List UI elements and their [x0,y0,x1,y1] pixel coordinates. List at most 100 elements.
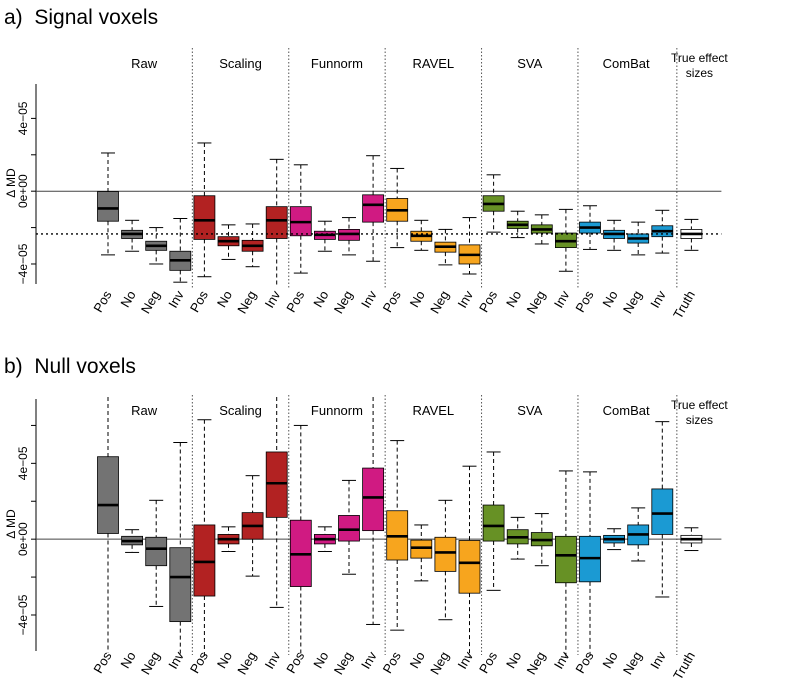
box-scaling-neg: Neg [234,475,264,677]
x-tick-label: Pos [90,288,114,315]
box-sva-neg: Neg [523,214,553,316]
box-combat-neg: Neg [620,507,650,677]
y-tick-label: 4e−05 [16,446,30,480]
box-ravel-no: No [407,524,433,671]
x-tick-label: Pos [187,649,211,676]
box-iqr [169,547,192,623]
box-iqr [97,191,119,222]
x-tick-label: No [117,649,138,671]
box-scaling-pos: Pos [187,419,216,676]
x-tick-label: No [599,288,620,310]
x-tick-label: Inv [551,288,573,311]
y-axis-label: Δ MD [4,509,18,539]
truth-label-line1: True effect [671,398,728,412]
x-tick-label: Neg [138,649,163,677]
box-combat-inv: Inv [647,421,674,672]
box-iqr [97,456,119,534]
x-tick-label: Inv [165,649,187,672]
box-iqr [193,195,216,240]
box-raw-pos: Pos [90,397,119,676]
x-tick-label: Pos [572,649,596,676]
y-axis: 4e−05 0e+00 −4e−05 Δ MD [4,399,37,651]
x-tick-label: Inv [262,649,284,672]
null-voxels-chart: 4e−05 0e+00 −4e−05 Δ MD Raw Scaling Funnorm RAV… [4,395,728,682]
x-tick-label: Neg [427,288,452,316]
group-label-ravel: RAVEL [413,56,455,71]
panel-a-title: a) Signal voxels [4,6,158,30]
x-tick-label: No [407,649,428,671]
panel-b-title: b) Null voxels [4,355,136,379]
x-tick-label: Inv [647,649,669,672]
x-tick-label: Neg [234,288,259,316]
box-iqr [362,194,385,223]
box-scaling-inv: Inv [262,158,288,311]
group-label-funnorm: Funnorm [311,403,363,418]
group-label-combat: ComBat [603,56,650,71]
box-funnorm-no: No [310,220,336,310]
x-tick-label: Pos [380,288,404,315]
box-funnorm-inv: Inv [358,397,385,672]
x-tick-label: Neg [138,288,163,316]
box-sva-inv: Inv [551,208,577,311]
x-tick-label: Neg [620,649,645,677]
box-iqr [458,540,481,594]
box-combat-no: No [599,528,625,671]
box-combat-pos: Pos [572,205,601,315]
box-truth-truth: Truth [670,527,703,682]
box-iqr [434,536,457,572]
truth-label-line1: True effect [671,51,728,65]
box-iqr [482,504,505,542]
box-iqr [362,467,385,532]
x-tick-label: Pos [476,649,500,676]
x-tick-label: Pos [380,649,404,676]
box-ravel-no: No [407,219,433,310]
box-raw-neg: Neg [138,227,168,316]
box-iqr [265,206,288,239]
box-raw-no: No [117,529,143,671]
x-tick-label: Pos [476,288,500,315]
box-combat-inv: Inv [647,209,674,311]
x-tick-label: Pos [283,288,307,315]
y-tick-label: −4e−05 [16,243,30,284]
x-tick-label: Pos [283,649,307,676]
box-ravel-pos: Pos [380,167,409,315]
x-tick-label: Inv [647,288,669,311]
x-tick-label: Neg [331,649,356,677]
x-tick-label: No [310,288,331,310]
x-tick-label: No [310,649,331,671]
group-label-ravel: RAVEL [413,403,455,418]
x-tick-label: No [503,649,524,671]
x-tick-label: No [503,288,524,310]
group-label-scaling: Scaling [219,56,262,71]
box-scaling-pos: Pos [187,142,216,315]
signal-voxels-chart: 4e−05 0e+00 −4e−05 Δ MD Raw Scaling Funnorm RAV… [4,48,728,321]
x-tick-label: Inv [454,649,476,672]
x-tick-label: No [117,288,138,310]
y-tick-label: −4e−05 [16,594,30,635]
x-tick-label: Truth [670,649,698,682]
y-axis-label: Δ MD [4,168,18,198]
box-iqr [410,539,433,559]
panel-b-title-text: Null voxels [34,355,136,378]
box-raw-inv: Inv [165,441,192,672]
x-tick-label: Truth [670,288,698,321]
box-ravel-inv: Inv [454,465,481,672]
group-label-sva: SVA [517,56,542,71]
box-sva-no: No [503,210,529,310]
x-tick-label: Pos [90,649,114,676]
x-tick-label: Inv [551,649,573,672]
box-ravel-neg: Neg [427,228,457,316]
box-ravel-inv: Inv [454,217,481,311]
y-axis: 4e−05 0e+00 −4e−05 Δ MD [4,84,37,284]
x-tick-label: Inv [358,649,380,672]
x-tick-label: No [407,288,428,310]
box-iqr [145,536,168,567]
box-sva-inv: Inv [551,470,577,672]
box-ravel-neg: Neg [427,499,457,677]
x-tick-label: Neg [331,288,356,316]
x-tick-label: No [214,288,235,310]
group-label-raw: Raw [131,56,158,71]
box-truth-truth: Truth [670,218,703,321]
group-label-raw: Raw [131,403,158,418]
